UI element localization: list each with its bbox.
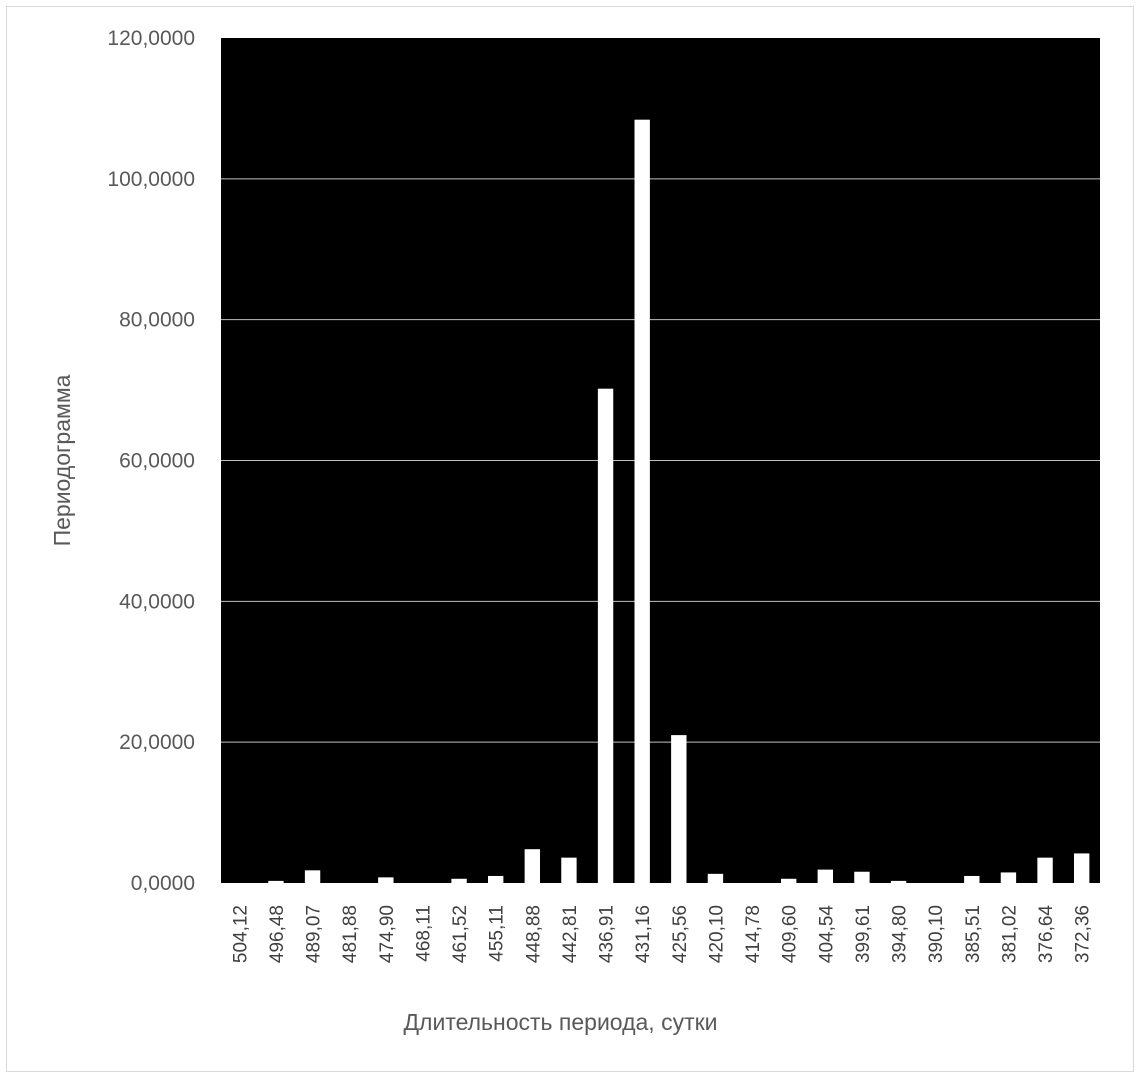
x-tick-label: 455,11: [487, 905, 508, 962]
bar-425-56: [671, 735, 687, 883]
x-tick-label: 376,64: [1036, 905, 1057, 964]
x-tick-label: 420,10: [706, 905, 727, 963]
y-tick-label: 60,0000: [119, 450, 195, 473]
bars: [268, 119, 1090, 883]
bar-409-60: [780, 878, 797, 883]
bar-385-51: [964, 875, 980, 883]
x-tick-label: 394,80: [890, 905, 911, 963]
bar-399-61: [854, 871, 870, 883]
x-axis-title: Длительность периода, сутки: [403, 1009, 717, 1035]
gridlines: [221, 178, 1100, 743]
x-tick-label: 425,56: [670, 905, 691, 963]
y-tick-label: 20,0000: [119, 731, 195, 754]
y-tick-label: 100,0000: [107, 168, 195, 191]
bar-474-90: [378, 877, 394, 883]
bar-376-64: [1037, 857, 1053, 883]
y-axis-ticks: 0,0000 20,0000 40,0000 60,0000 80,0000 100,00…: [107, 27, 195, 895]
bar-436-91: [597, 388, 614, 883]
bar-489-07: [304, 870, 321, 883]
x-tick-label: 431,16: [633, 905, 654, 963]
bar-372-36: [1073, 853, 1090, 883]
x-tick-label: 448,88: [523, 905, 544, 963]
x-axis-ticks: 504,12 496,48 489,07 481,88 474,90 468,11 461,…: [230, 905, 1093, 964]
bar-496-48: [268, 880, 284, 883]
bar-420-10: [707, 873, 724, 883]
y-axis-title: Периодограмма: [49, 374, 75, 546]
y-tick-label: 120,0000: [107, 27, 195, 50]
x-tick-label: 504,12: [230, 905, 251, 963]
bar-404-54: [817, 869, 834, 883]
bar-381-02: [1000, 872, 1017, 883]
x-tick-label: 489,07: [304, 905, 325, 963]
bar-455-11: [487, 875, 504, 883]
y-tick-label: 0,0000: [131, 872, 195, 895]
x-tick-label: 399,61: [853, 905, 874, 963]
bar-394-80: [890, 880, 907, 883]
x-tick-label: 414,78: [743, 905, 764, 963]
x-tick-label: 496,48: [267, 905, 288, 963]
x-tick-label: 385,51: [963, 905, 984, 963]
y-tick-label: 80,0000: [119, 309, 195, 332]
bar-448-88: [524, 849, 541, 883]
x-tick-label: 390,10: [926, 905, 947, 963]
x-tick-label: 474,90: [377, 905, 398, 963]
x-tick-label: 436,91: [597, 905, 618, 963]
x-tick-label: 404,54: [816, 905, 837, 964]
x-tick-label: 481,88: [340, 905, 361, 963]
x-tick-label: 372,36: [1073, 905, 1094, 963]
bar-442-81: [561, 857, 577, 883]
x-tick-label: 409,60: [780, 905, 801, 963]
bar-461-52: [451, 878, 467, 883]
x-tick-label: 461,52: [450, 905, 471, 963]
x-tick-label: 442,81: [560, 905, 581, 963]
x-tick-label: 381,02: [999, 905, 1020, 963]
x-tick-label: 468,11: [413, 905, 434, 962]
bar-431-16: [634, 119, 650, 883]
y-tick-label: 40,0000: [119, 590, 195, 613]
